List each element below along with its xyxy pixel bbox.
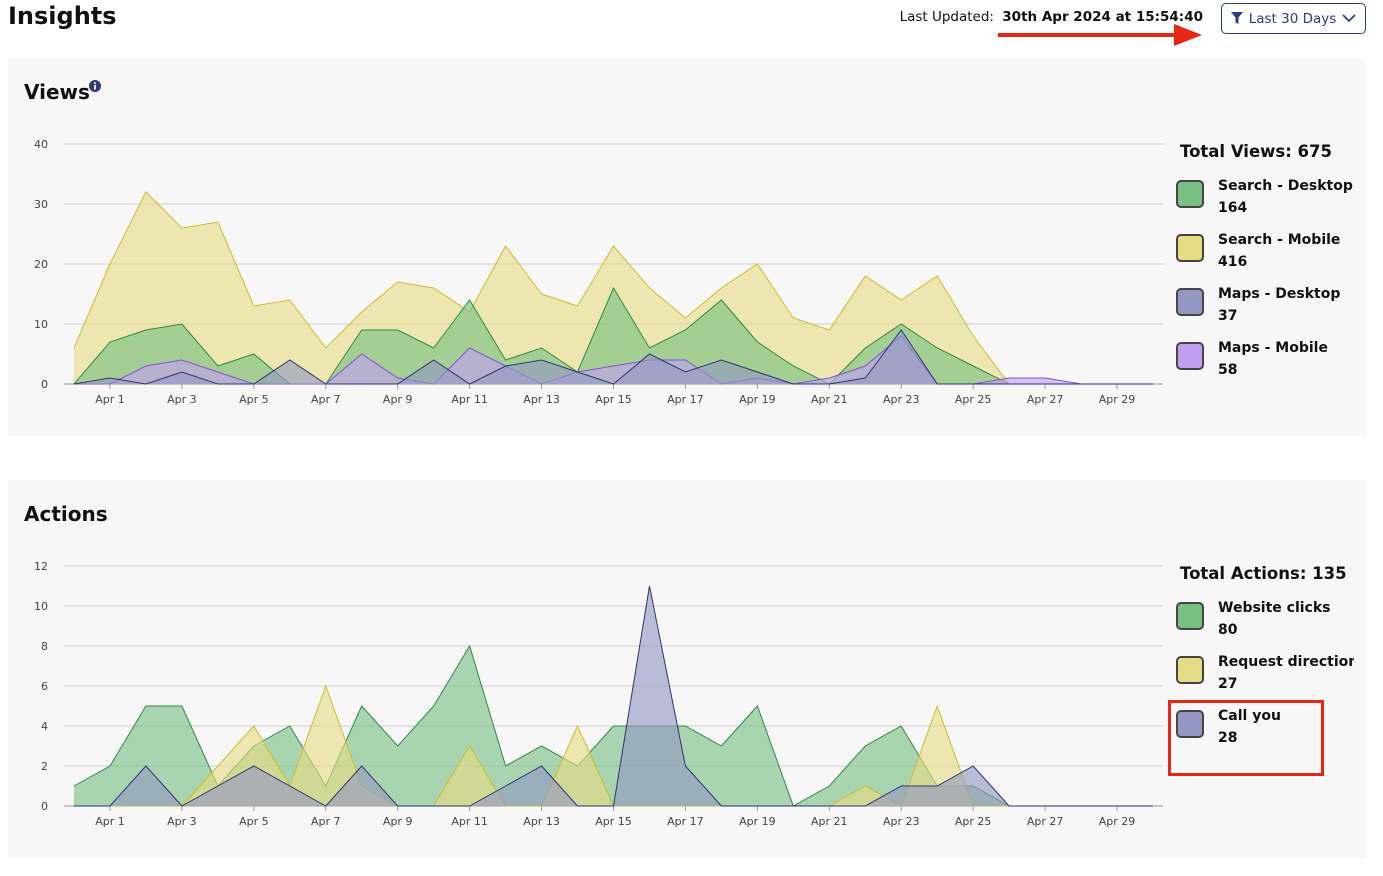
area-request-directions — [74, 686, 1153, 806]
legend-value: 27 — [1218, 676, 1238, 692]
x-tick-label: Apr 7 — [311, 393, 341, 406]
x-tick-label: Apr 5 — [239, 815, 269, 828]
views-total: Total Views: 675 — [1180, 142, 1332, 161]
last-updated-label: Last Updated: — [899, 9, 994, 25]
legend-label: Search - Desktop — [1218, 178, 1353, 194]
x-tick-label: Apr 17 — [667, 815, 704, 828]
legend-swatch — [1176, 234, 1204, 262]
x-tick-label: Apr 3 — [167, 815, 197, 828]
x-tick-label: Apr 7 — [311, 815, 341, 828]
x-tick-label: Apr 21 — [811, 393, 848, 406]
date-range-filter-label: Last 30 Days — [1248, 10, 1337, 27]
views-panel: Views 0 10 20 30 40 Apr 1 Apr 3 Apr 5 Apr 7 Apr 9… — [8, 58, 1366, 436]
y-tick-label: 30 — [34, 198, 48, 211]
filter-icon — [1230, 12, 1243, 24]
legend-label: Maps - Mobile — [1218, 340, 1328, 356]
area-maps-desktop — [74, 330, 1153, 384]
legend-value: 416 — [1218, 254, 1248, 270]
y-tick-label: 0 — [41, 378, 48, 391]
call-you-highlight-annotation — [1168, 700, 1324, 776]
legend-item-call-you[interactable]: Call you 28 — [1176, 705, 1366, 759]
legend-label: Request directions — [1218, 654, 1354, 670]
legend-value: 58 — [1218, 362, 1238, 378]
y-tick-label: 12 — [34, 560, 48, 573]
x-tick-label: Apr 11 — [451, 815, 488, 828]
x-tick-label: Apr 13 — [523, 815, 560, 828]
x-tick-label: Apr 29 — [1099, 815, 1136, 828]
x-tick-label: Apr 5 — [239, 393, 269, 406]
legend-swatch — [1176, 710, 1204, 738]
x-tick-label: Apr 25 — [955, 393, 992, 406]
x-tick-label: Apr 1 — [95, 815, 125, 828]
legend-label: Website clicks — [1218, 600, 1331, 616]
actions-chart: 0 2 4 6 8 10 12 Apr 1 Apr 3 Apr 5 Apr 7 Apr 9 Apr 11… — [34, 560, 1163, 828]
legend-item-search-desktop[interactable]: Search - Desktop 164 — [1176, 175, 1366, 229]
last-updated-value: 30th Apr 2024 at 15:54:40 — [1002, 9, 1203, 25]
y-tick-label: 0 — [41, 800, 48, 813]
page-title: Insights — [8, 2, 117, 30]
legend-value: 37 — [1218, 308, 1238, 324]
x-tick-label: Apr 13 — [523, 393, 560, 406]
actions-panel: Actions 0 2 4 6 8 10 12 Apr 1 Apr 3 Apr 5 Apr 7 Apr… — [8, 480, 1366, 858]
legend-item-request-directions[interactable]: Request directions 27 — [1176, 651, 1366, 705]
x-tick-label: Apr 11 — [451, 393, 488, 406]
views-legend: Total Views: 675 Search - Desktop 164 Sea… — [1176, 142, 1366, 391]
x-tick-label: Apr 25 — [955, 815, 992, 828]
y-tick-label: 6 — [41, 680, 48, 693]
x-tick-label: Apr 15 — [595, 815, 632, 828]
legend-swatch — [1176, 602, 1204, 630]
legend-value: 28 — [1218, 730, 1238, 746]
x-tick-label: Apr 1 — [95, 393, 125, 406]
y-tick-label: 8 — [41, 640, 48, 653]
chevron-down-icon — [1342, 14, 1356, 23]
legend-item-website-clicks[interactable]: Website clicks 80 — [1176, 597, 1366, 651]
legend-label: Search - Mobile — [1218, 232, 1341, 248]
y-tick-label: 20 — [34, 258, 48, 271]
x-tick-label: Apr 23 — [883, 815, 920, 828]
x-tick-label: Apr 29 — [1099, 393, 1136, 406]
legend-item-maps-mobile[interactable]: Maps - Mobile 58 — [1176, 337, 1366, 391]
y-tick-label: 40 — [34, 138, 48, 151]
legend-value: 164 — [1218, 200, 1248, 216]
y-tick-label: 10 — [34, 600, 48, 613]
line-call-you — [74, 585, 1153, 807]
x-tick-label: Apr 19 — [739, 393, 776, 406]
x-tick-label: Apr 15 — [595, 393, 632, 406]
last-updated: Last Updated: 30th Apr 2024 at 15:54:40 — [900, 9, 1203, 25]
x-tick-label: Apr 3 — [167, 393, 197, 406]
line-search-desktop — [73, 286, 1153, 385]
legend-swatch — [1176, 180, 1204, 208]
x-tick-label: Apr 21 — [811, 815, 848, 828]
y-tick-label: 4 — [41, 720, 48, 733]
red-arrow-annotation — [998, 24, 1202, 46]
y-tick-label: 2 — [41, 760, 48, 773]
x-tick-label: Apr 19 — [739, 815, 776, 828]
legend-label: Maps - Desktop — [1218, 286, 1341, 302]
y-tick-label: 10 — [34, 318, 48, 331]
actions-total: Total Actions: 135 — [1180, 564, 1347, 583]
legend-item-search-mobile[interactable]: Search - Mobile 416 — [1176, 229, 1366, 283]
line-maps-desktop — [73, 329, 1153, 385]
date-range-filter-button[interactable]: Last 30 Days — [1221, 3, 1366, 34]
legend-item-maps-desktop[interactable]: Maps - Desktop 37 — [1176, 283, 1366, 337]
x-tick-label: Apr 17 — [667, 393, 704, 406]
actions-legend: Total Actions: 135 Website clicks 80 Requ… — [1176, 564, 1366, 759]
actions-title: Actions — [24, 502, 108, 526]
x-tick-label: Apr 27 — [1027, 393, 1064, 406]
views-chart: 0 10 20 30 40 Apr 1 Apr 3 Apr 5 Apr 7 Apr 9 Apr 11… — [34, 138, 1163, 406]
views-title: Views — [24, 80, 90, 104]
legend-swatch — [1176, 656, 1204, 684]
line-search-mobile — [73, 191, 1153, 385]
legend-swatch — [1176, 342, 1204, 370]
info-icon[interactable] — [89, 80, 101, 92]
legend-label: Call you — [1218, 708, 1281, 724]
x-tick-label: Apr 27 — [1027, 815, 1064, 828]
x-tick-label: Apr 9 — [383, 815, 413, 828]
x-tick-label: Apr 23 — [883, 393, 920, 406]
legend-value: 80 — [1218, 622, 1238, 638]
x-tick-label: Apr 9 — [383, 393, 413, 406]
legend-swatch — [1176, 288, 1204, 316]
